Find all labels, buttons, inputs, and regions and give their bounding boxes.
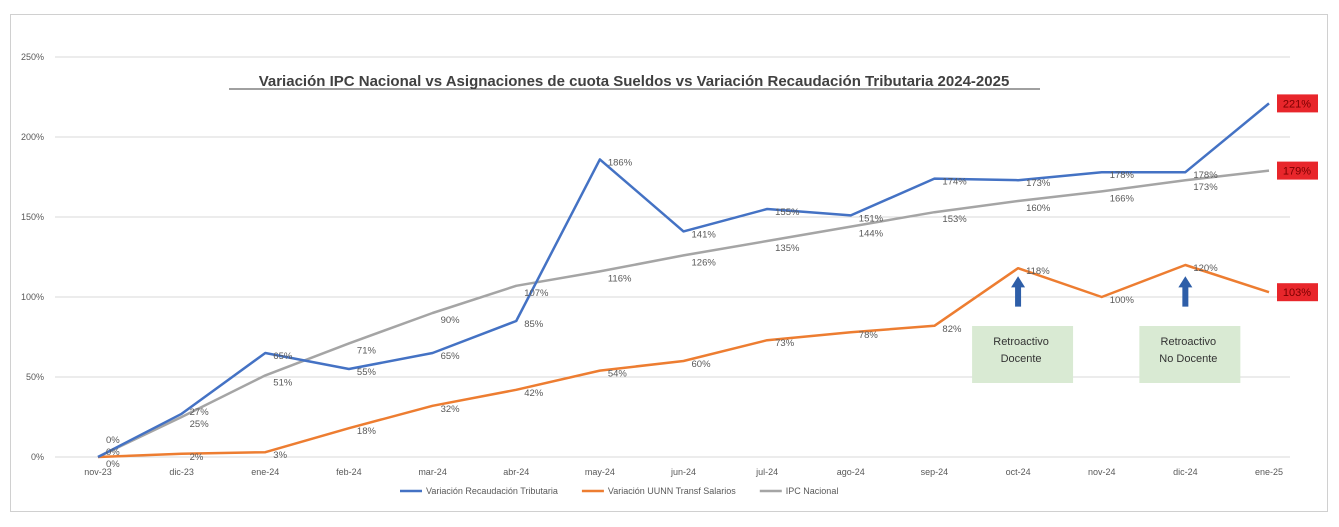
x-tick-label: may-24 xyxy=(585,467,615,477)
end-label-box xyxy=(1277,161,1318,180)
chart-frame xyxy=(10,14,1328,512)
data-label: 135% xyxy=(775,243,800,254)
x-tick-label: sep-24 xyxy=(921,467,949,477)
series-line xyxy=(97,263,1270,459)
data-label: 60% xyxy=(692,359,712,370)
data-label: 78% xyxy=(859,330,879,341)
data-label: 173% xyxy=(1026,178,1051,189)
data-label: 141% xyxy=(692,229,717,240)
data-label: 51% xyxy=(273,377,293,388)
series-line xyxy=(97,169,1270,459)
data-label: 0% xyxy=(106,459,120,470)
y-tick-label: 100% xyxy=(21,292,44,302)
data-label: 27% xyxy=(190,407,210,418)
x-tick-label: mar-24 xyxy=(418,467,447,477)
data-label: 173% xyxy=(1193,182,1218,193)
x-tick-label: abr-24 xyxy=(503,467,529,477)
arrow-up-icon xyxy=(1011,276,1026,307)
y-tick-label: 200% xyxy=(21,132,44,142)
x-tick-label: dic-23 xyxy=(169,467,194,477)
data-label: 65% xyxy=(273,351,293,362)
data-label: 160% xyxy=(1026,203,1051,214)
annotation-box xyxy=(1139,326,1241,383)
end-label: 179% xyxy=(1283,166,1311,178)
annotation-line1: Retroactivo xyxy=(993,336,1049,348)
data-label: 155% xyxy=(775,207,800,218)
data-label: 65% xyxy=(441,351,461,362)
data-label: 73% xyxy=(775,338,795,349)
data-label: 25% xyxy=(190,419,210,430)
data-label: 178% xyxy=(1110,170,1135,181)
end-label: 221% xyxy=(1283,98,1311,110)
data-label: 120% xyxy=(1193,263,1218,274)
x-tick-label: nov-24 xyxy=(1088,467,1116,477)
data-label: 82% xyxy=(942,324,962,335)
data-label: 2% xyxy=(190,452,204,463)
x-tick-label: nov-23 xyxy=(84,467,112,477)
data-label: 0% xyxy=(106,435,120,446)
x-tick-label: ene-25 xyxy=(1255,467,1283,477)
annotation-line1: Retroactivo xyxy=(1161,336,1217,348)
x-tick-label: jul-24 xyxy=(755,467,778,477)
data-label: 90% xyxy=(441,315,461,326)
y-tick-label: 250% xyxy=(21,52,44,62)
data-label: 85% xyxy=(524,319,544,330)
legend-label: Variación UUNN Transf Salarios xyxy=(608,486,736,496)
legend-label: IPC Nacional xyxy=(786,486,839,496)
end-label-box xyxy=(1277,283,1318,302)
data-label: 186% xyxy=(608,157,633,168)
y-tick-label: 50% xyxy=(26,372,44,382)
data-label: 144% xyxy=(859,229,884,240)
data-label: 0% xyxy=(106,447,120,458)
data-label: 116% xyxy=(608,273,632,284)
data-label: 71% xyxy=(357,345,377,356)
y-tick-label: 150% xyxy=(21,212,44,222)
arrow-up-icon xyxy=(1178,276,1193,307)
data-label: 55% xyxy=(357,367,377,378)
x-tick-label: oct-24 xyxy=(1006,467,1031,477)
data-label: 100% xyxy=(1110,295,1135,306)
x-tick-label: dic-24 xyxy=(1173,467,1198,477)
y-tick-label: 0% xyxy=(31,452,44,462)
data-label: 178% xyxy=(1193,170,1218,181)
annotation-line2: Docente xyxy=(1001,353,1042,365)
x-tick-label: jun-24 xyxy=(670,467,696,477)
data-label: 118% xyxy=(1026,266,1050,277)
data-label: 3% xyxy=(273,450,287,461)
data-label: 174% xyxy=(942,177,967,188)
data-label: 54% xyxy=(608,369,628,380)
data-label: 153% xyxy=(942,214,967,225)
x-tick-label: ago-24 xyxy=(837,467,865,477)
data-label: 166% xyxy=(1110,193,1135,204)
x-tick-label: ene-24 xyxy=(251,467,279,477)
data-label: 18% xyxy=(357,426,377,437)
data-label: 107% xyxy=(524,288,549,299)
data-label: 126% xyxy=(692,257,717,268)
series-line xyxy=(97,102,1270,459)
legend-label: Variación Recaudación Tributaria xyxy=(426,486,558,496)
data-label: 42% xyxy=(524,388,544,399)
annotation-box xyxy=(972,326,1074,383)
chart-title: Variación IPC Nacional vs Asignaciones d… xyxy=(259,73,1010,90)
data-label: 32% xyxy=(441,404,461,415)
annotation-line2: No Docente xyxy=(1159,353,1217,365)
data-label: 151% xyxy=(859,213,884,224)
end-label-box xyxy=(1277,94,1318,113)
x-tick-label: feb-24 xyxy=(336,467,362,477)
end-label: 103% xyxy=(1283,287,1311,299)
